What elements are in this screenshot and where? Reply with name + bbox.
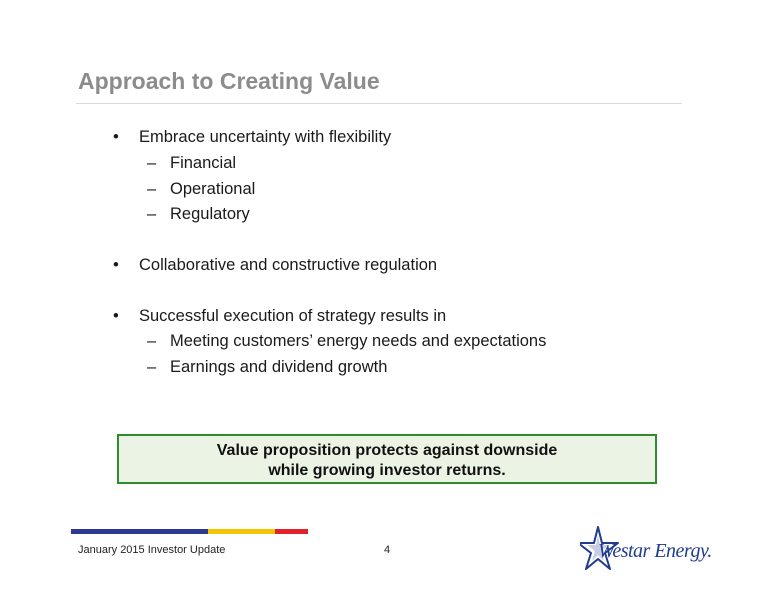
callout-line-1: Value proposition protects against downs… [216, 442, 558, 459]
bullet-marker: • [113, 128, 119, 146]
bullet-text: Embrace uncertainty with flexibility [139, 128, 392, 146]
value-proposition-callout: Value proposition protects against downs… [117, 434, 657, 484]
sub-bullet-text: Financial [170, 154, 237, 172]
bullet-text: Successful execution of strategy results… [139, 307, 447, 325]
sub-bullet-text: Regulatory [170, 205, 250, 223]
company-logo-text: Westar Energy. [598, 540, 712, 562]
bullet-text: Collaborative and constructive regulatio… [139, 256, 438, 274]
sub-bullet-text: Operational [170, 180, 256, 198]
page-number: 4 [384, 544, 391, 556]
sub-bullet-marker: – [147, 332, 157, 350]
footer-bar-red [275, 529, 308, 534]
footer-label: January 2015 Investor Update [78, 544, 226, 556]
callout-line-2: while growing investor returns. [268, 462, 506, 479]
sub-bullet-text: Earnings and dividend growth [170, 358, 388, 376]
bullet-marker: • [113, 307, 119, 325]
sub-bullet-marker: – [147, 205, 157, 223]
sub-bullet-text: Meeting customers’ energy needs and expe… [170, 332, 547, 350]
footer-bar-yellow [208, 529, 275, 534]
footer-bar-blue [71, 529, 208, 534]
sub-bullet-marker: – [147, 154, 157, 172]
westar-star-icon [580, 526, 619, 570]
sub-bullet-marker: – [147, 180, 157, 198]
bullet-marker: • [113, 256, 119, 274]
title-divider [76, 103, 682, 104]
slide-title: Approach to Creating Value [78, 68, 380, 94]
sub-bullet-marker: – [147, 358, 157, 376]
